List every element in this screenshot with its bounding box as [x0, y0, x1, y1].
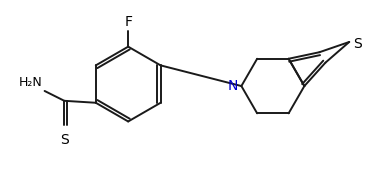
Text: N: N — [228, 79, 238, 93]
Text: S: S — [60, 133, 69, 147]
Text: H₂N: H₂N — [19, 76, 43, 89]
Text: S: S — [353, 37, 362, 51]
Text: F: F — [124, 15, 132, 29]
